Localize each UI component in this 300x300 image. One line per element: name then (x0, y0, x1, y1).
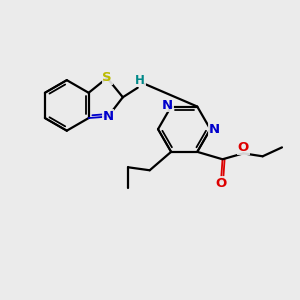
Text: O: O (215, 177, 227, 190)
Text: N: N (208, 123, 220, 136)
Text: N: N (102, 110, 113, 123)
Text: H: H (135, 74, 145, 86)
Text: O: O (238, 142, 249, 154)
Text: S: S (102, 71, 112, 84)
Text: N: N (162, 99, 173, 112)
